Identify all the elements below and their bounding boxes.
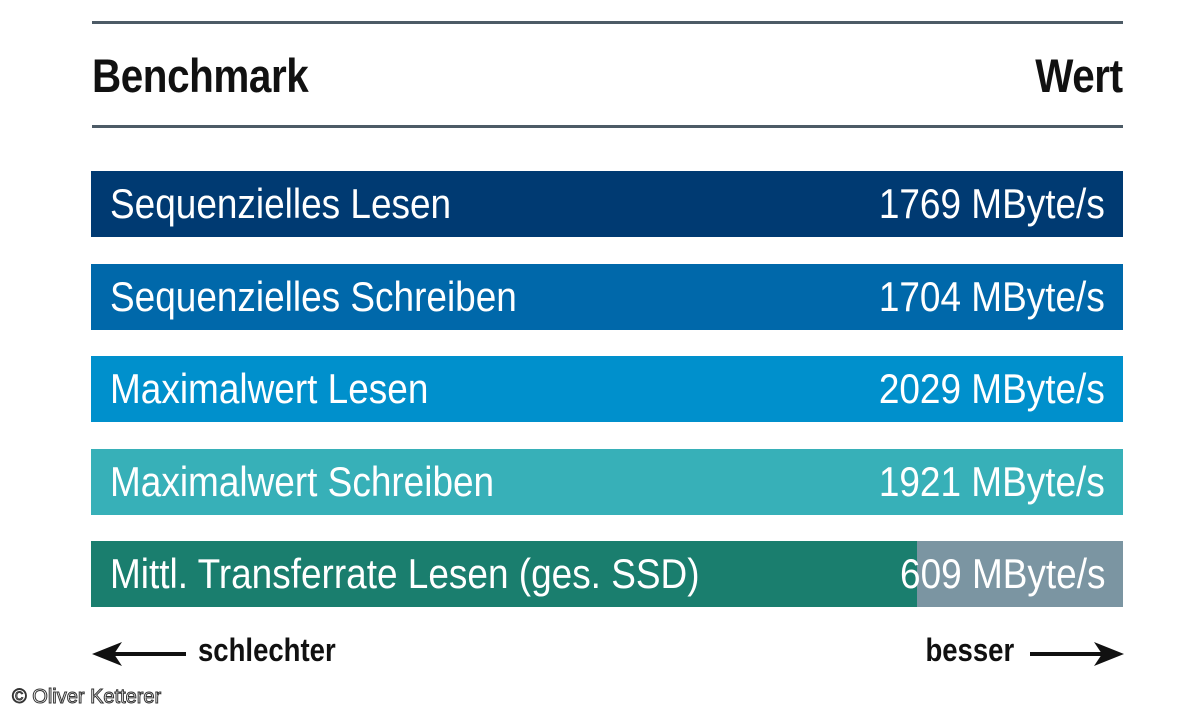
bar-row: Maximalwert Lesen 2029 MByte/s xyxy=(91,356,1123,422)
arrow-left-icon xyxy=(92,642,186,666)
bar-label: Mittl. Transferrate Lesen (ges. SSD) xyxy=(110,550,700,597)
header-rule xyxy=(92,125,1123,128)
bar-fill xyxy=(91,541,917,607)
bar-row: Maximalwert Schreiben 1921 MByte/s xyxy=(91,449,1123,515)
bar-remainder xyxy=(917,541,1123,607)
bar-value-label: 609 MByte/s xyxy=(899,550,1105,597)
top-rule xyxy=(92,21,1123,24)
column-header-value: Wert xyxy=(1035,49,1124,102)
bar-row: Sequenzielles Schreiben 1704 MByte/s xyxy=(91,264,1123,330)
bar-value-label: 1769 MByte/s xyxy=(879,180,1105,227)
bar-label: Sequenzielles Schreiben xyxy=(110,273,517,320)
bar-row: Sequenzielles Lesen 1769 MByte/s xyxy=(91,171,1123,237)
bar-fill xyxy=(91,264,1123,330)
bar-value-label: 2029 MByte/s xyxy=(879,365,1105,412)
arrow-right-icon xyxy=(1030,642,1124,666)
bar-fill xyxy=(91,171,1123,237)
bar-fill xyxy=(91,356,1123,422)
bar-value-label: 1921 MByte/s xyxy=(879,458,1105,505)
better-label: besser xyxy=(925,632,1014,668)
bar-value-label: 1704 MByte/s xyxy=(879,273,1105,320)
column-header-benchmark: Benchmark xyxy=(92,49,309,102)
bar-fill xyxy=(91,449,1123,515)
bar-row: Mittl. Transferrate Lesen (ges. SSD) 609 … xyxy=(91,541,1123,607)
worse-label: schlechter xyxy=(198,632,336,668)
bar-label: Sequenzielles Lesen xyxy=(110,180,452,227)
bar-label: Maximalwert Schreiben xyxy=(110,458,495,505)
image-credit: © Oliver Ketterer xyxy=(11,686,162,709)
bar-label: Maximalwert Lesen xyxy=(110,365,429,412)
